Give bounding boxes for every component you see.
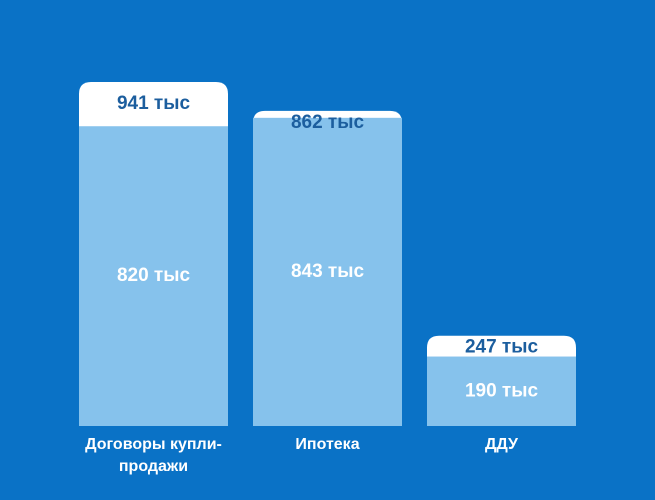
- value-label: 190 тыс: [465, 380, 539, 401]
- category-label: Договоры купли-продажи: [85, 436, 222, 475]
- value-label: 862 тыс: [291, 112, 365, 133]
- bar-part: [253, 117, 402, 426]
- value-label: 247 тыс: [465, 337, 539, 358]
- bar-part: [427, 356, 576, 426]
- value-label: 820 тыс: [117, 265, 191, 286]
- category-label: ДДУ: [485, 436, 518, 453]
- value-label: 843 тыс: [291, 261, 365, 282]
- bar-part: [79, 126, 228, 426]
- value-label: 941 тыс: [117, 93, 191, 114]
- category-label: Ипотека: [295, 436, 360, 453]
